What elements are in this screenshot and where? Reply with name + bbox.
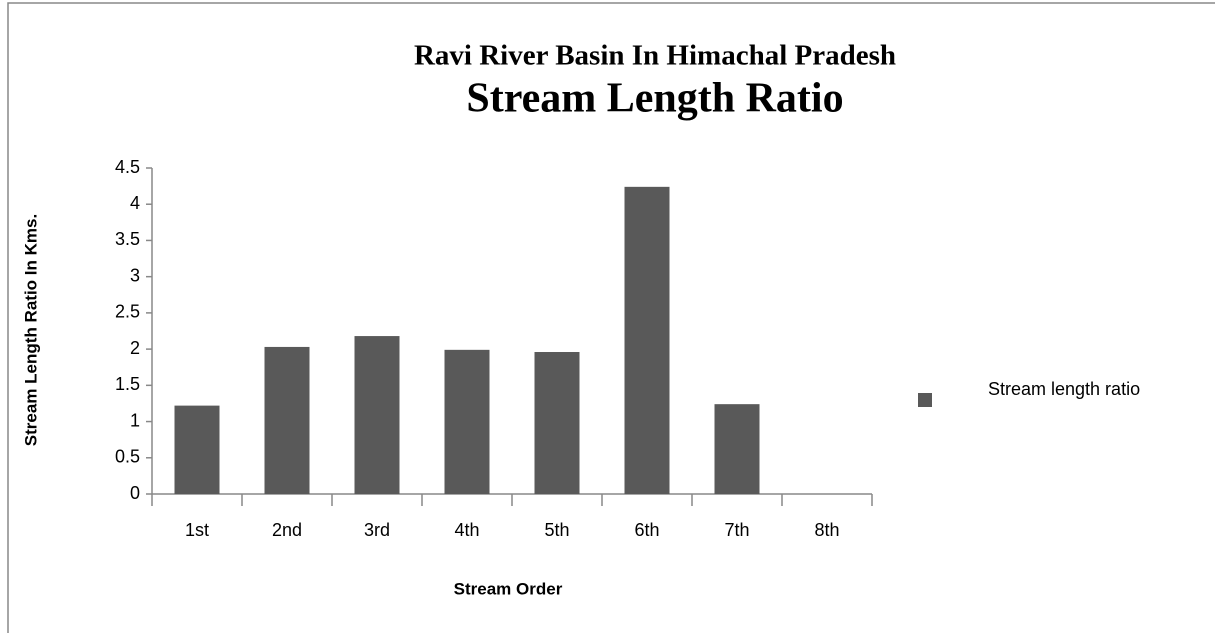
y-tick-label: 3: [130, 265, 140, 285]
legend-label: Stream length ratio: [988, 379, 1140, 399]
legend-swatch: [918, 393, 932, 407]
bar: [444, 349, 490, 494]
bar: [714, 404, 760, 494]
x-tick-label: 1st: [185, 520, 209, 540]
bar: [534, 352, 580, 494]
y-tick-label: 0.5: [115, 447, 140, 467]
bar: [354, 336, 400, 494]
y-tick-label: 2.5: [115, 302, 140, 322]
bar: [174, 405, 220, 494]
y-tick-label: 4.5: [115, 157, 140, 177]
bar: [624, 186, 670, 494]
chart-subtitle: Stream Length Ratio: [466, 76, 843, 122]
x-tick-label: 4th: [454, 520, 479, 540]
x-axis-label: Stream Order: [454, 579, 563, 598]
y-tick-label: 3.5: [115, 229, 140, 249]
x-tick-label: 6th: [634, 520, 659, 540]
x-tick-label: 8th: [814, 520, 839, 540]
y-tick-label: 1: [130, 410, 140, 430]
frame: [7, 2, 1215, 633]
y-tick-label: 4: [130, 193, 140, 213]
bar: [264, 346, 310, 494]
x-tick-label: 7th: [724, 520, 749, 540]
y-tick-label: 1.5: [115, 374, 140, 394]
x-tick-label: 5th: [544, 520, 569, 540]
chart-title: Ravi River Basin In Himachal Pradesh: [414, 40, 896, 72]
y-axis-label: Stream Length Ratio In Kms.: [21, 214, 40, 446]
y-tick-label: 2: [130, 338, 140, 358]
y-tick-label: 0: [130, 483, 140, 503]
x-tick-label: 3rd: [364, 520, 390, 540]
x-tick-label: 2nd: [272, 520, 302, 540]
